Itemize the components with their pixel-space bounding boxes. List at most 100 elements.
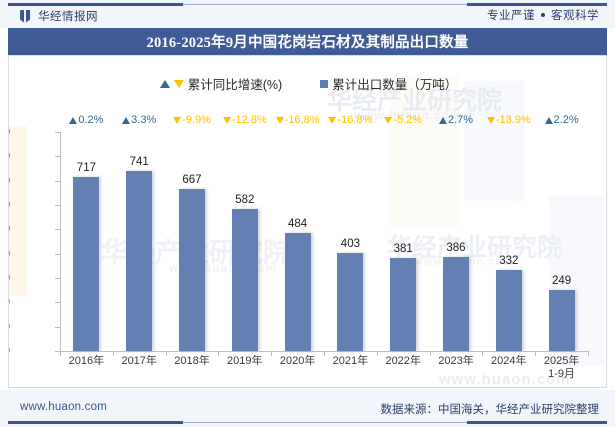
bar-column[interactable]: 741 [113, 132, 166, 351]
growth-rate-label: -13.9% [486, 114, 531, 126]
growth-rate-value: -13.9% [495, 114, 531, 126]
legend-label-volume: 累计出口数量（万吨） [332, 78, 458, 92]
x-axis-tick [535, 351, 537, 356]
bar[interactable] [337, 252, 364, 351]
growth-rate-value: -16.8% [284, 114, 320, 126]
growth-rate-label: 3.3% [122, 114, 156, 126]
bar-column[interactable]: 381 [377, 132, 430, 351]
triangle-down-icon [486, 116, 495, 124]
bar[interactable] [178, 188, 205, 351]
x-axis-tick [429, 351, 431, 356]
y-axis-tick [55, 132, 60, 133]
growth-rate-label: 2.2% [544, 114, 579, 126]
bar-value-label: 381 [393, 243, 413, 256]
footer-rule-left [8, 421, 183, 424]
bar[interactable] [231, 209, 258, 351]
tagline-separator-dot [541, 13, 545, 17]
bar-column[interactable]: 582 [218, 132, 271, 351]
x-axis-label: 2018年 [174, 355, 209, 368]
growth-rate-row: 0.2% 3.3% -9.9% -12.8% -16.8% -16.8% -5.2% 2.7%… [60, 114, 588, 129]
x-axis-tick [60, 351, 61, 356]
x-axis-label: 2017年 [121, 355, 156, 368]
x-axis-label: 2025年 1-9月 [544, 355, 579, 381]
x-axis-labels: 2016年 2017年 2018年 2019年 2020年 2021年 2022年 2023年… [60, 355, 588, 385]
watermark-band [9, 126, 27, 296]
y-axis-tick-label: 800 [9, 150, 10, 162]
brand-logo-group[interactable]: 华经情报网 [20, 8, 98, 24]
triangle-up-icon [544, 116, 553, 124]
bar-column[interactable]: 332 [482, 132, 535, 351]
huaon-logo-icon [20, 9, 33, 23]
bar-column[interactable]: 249 [535, 132, 588, 351]
bar-column[interactable]: 667 [166, 132, 219, 351]
x-axis-label-line1: 2017年 [121, 355, 157, 367]
bar-value-label: 667 [182, 173, 202, 186]
x-axis-label-line2: 1-9月 [548, 368, 576, 380]
growth-rate-label: 0.2% [69, 114, 103, 126]
bar-column[interactable]: 717 [60, 132, 113, 351]
bar-value-label: 403 [340, 237, 360, 250]
x-axis-label-line1: 2021年 [332, 355, 369, 367]
bar[interactable] [442, 257, 469, 351]
bar[interactable] [73, 176, 100, 351]
x-axis-tick [324, 351, 325, 356]
y-axis-tick [55, 156, 60, 158]
footer-rule-right [467, 421, 607, 424]
x-axis-tick [165, 351, 167, 356]
growth-rate-value: 2.7% [447, 114, 474, 126]
growth-rate-label: -5.2% [384, 114, 422, 126]
bar[interactable] [126, 170, 153, 351]
growth-rate-label: -16.8% [275, 114, 320, 126]
footer-url[interactable]: www.huaon.com [20, 401, 107, 413]
bar-column[interactable]: 484 [271, 132, 324, 351]
tagline-left-text: 专业严谨 [487, 10, 535, 22]
y-axis-tick [55, 205, 60, 206]
x-axis-tick [271, 351, 273, 356]
x-axis-label: 2022年 [385, 355, 420, 368]
triangle-up-icon [122, 116, 131, 124]
chart-legend: 累计同比增速(%) 累计出口数量（万吨） [9, 74, 606, 93]
y-axis-tick-label: 700 [9, 175, 10, 187]
bar[interactable] [284, 233, 311, 351]
y-axis-tick [55, 351, 60, 352]
y-axis-tick-label: 0 [9, 345, 10, 357]
legend-item-volume[interactable]: 累计出口数量（万吨） [320, 74, 457, 93]
y-axis-tick-label: 300 [9, 272, 10, 284]
y-axis-tick [55, 180, 60, 182]
bar[interactable] [390, 258, 417, 351]
bar-value-label: 332 [499, 255, 519, 268]
x-axis-label-line1: 2018年 [174, 355, 210, 367]
x-axis-tick [482, 351, 484, 356]
bar[interactable] [548, 290, 575, 351]
growth-rate-value: 3.3% [131, 114, 157, 126]
bar-column[interactable]: 403 [324, 132, 377, 351]
bar-column[interactable]: 386 [430, 132, 483, 351]
bar[interactable] [495, 270, 522, 351]
site-footer: www.huaon.com 数据来源：中国海关，华经产业研究院整理 [0, 390, 615, 427]
y-axis-tick [55, 253, 60, 255]
brand-name: 华经情报网 [38, 11, 98, 23]
triangle-down-icon [328, 116, 337, 124]
bar-group: 717 741 667 582 484 403 381 386 332 249 [60, 132, 588, 351]
growth-rate-label: -9.9% [173, 114, 211, 126]
x-axis-label-line1: 2024年 [491, 355, 527, 367]
header-rule-right [467, 3, 607, 6]
y-axis-tick [55, 326, 60, 328]
x-axis-label-line1: 2025年 [543, 355, 580, 367]
bar-value-label: 484 [287, 218, 308, 231]
y-axis-tick [55, 278, 60, 279]
x-axis-tick [112, 351, 114, 356]
x-axis-tick [218, 351, 220, 356]
y-axis-tick-label: 200 [9, 296, 10, 308]
bar-value-label: 717 [76, 161, 96, 174]
y-axis-tick [55, 302, 60, 304]
x-axis-tick [588, 351, 589, 356]
triangle-down-icon [275, 116, 284, 124]
bar-value-label: 582 [235, 194, 255, 207]
legend-item-growth[interactable]: 累计同比增速(%) [159, 74, 282, 93]
growth-rate-label: -16.8% [328, 114, 372, 126]
growth-rate-value: 0.2% [78, 114, 104, 126]
plot-area: 717 741 667 582 484 403 381 386 332 249 0 100 200 30… [9, 126, 589, 357]
x-axis-label: 2024年 [491, 355, 526, 368]
